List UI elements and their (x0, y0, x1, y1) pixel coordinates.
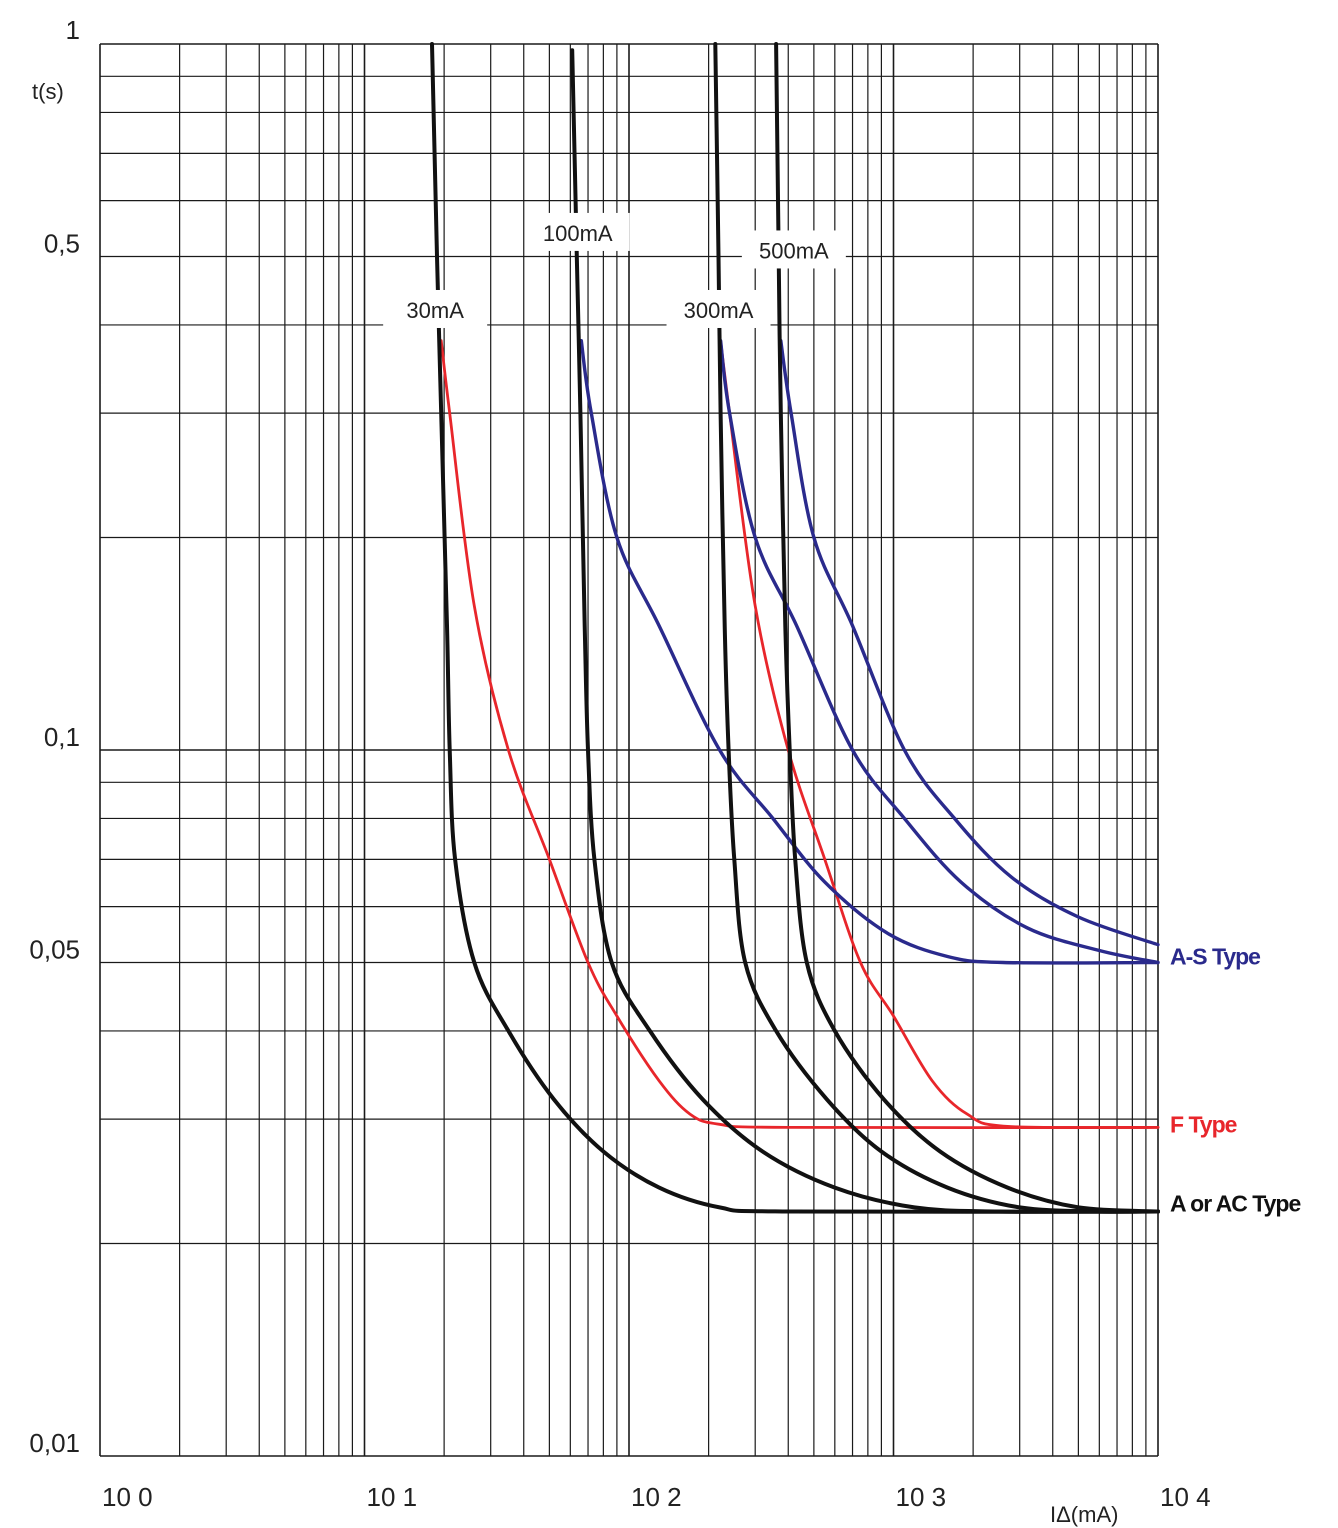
type-label-as: A-S Type (1170, 943, 1260, 969)
x-tick-labels: 10 0 10 1 10 2 10 3 10 4 (102, 1482, 1211, 1512)
x-tick-label-10-0: 10 0 (102, 1482, 153, 1512)
curve-labels: 30mA 100mA 300mA 500mA (406, 221, 829, 323)
x-tick-label-10-2: 10 2 (631, 1482, 682, 1512)
x-axis-title: IΔ(mA) (1050, 1502, 1118, 1527)
y-tick-label-05: 0,5 (44, 229, 80, 259)
curve-ac-3 (774, 42, 1160, 1214)
curve-label-500ma: 500mA (759, 238, 829, 263)
curve-label-300ma: 300mA (684, 298, 754, 323)
y-tick-label-001: 0,01 (29, 1428, 80, 1458)
curve-label-bg (525, 212, 630, 251)
type-labels: A-S Type F Type A or AC Type (1170, 943, 1301, 1216)
x-axis-label: IΔ(mA) (1050, 1502, 1118, 1527)
y-axis-title: t(s) (32, 79, 64, 104)
curve-as-7 (718, 339, 1160, 965)
curve-label-100ma: 100mA (543, 221, 613, 246)
y-tick-label-005: 0,05 (29, 935, 80, 965)
curve-label-bg (741, 230, 846, 269)
curve-as-6 (579, 339, 1160, 965)
type-label-ac: A or AC Type (1170, 1190, 1300, 1216)
curve-label-bg (383, 289, 488, 328)
y-tick-label-01: 0,1 (44, 722, 80, 752)
curve-label-bg (666, 289, 771, 328)
curve-label-boxes (383, 212, 846, 328)
curve-label-30ma: 30mA (406, 298, 464, 323)
y-axis-label: t(s) (32, 79, 64, 104)
curve-f-5 (719, 339, 1160, 1130)
curve-ac-2 (713, 42, 1160, 1214)
y-tick-labels: 1 0,5 0,1 0,05 0,01 (29, 15, 80, 1458)
x-tick-label-10-3: 10 3 (896, 1482, 947, 1512)
type-label-f: F Type (1170, 1111, 1237, 1137)
curve-ac-1 (570, 48, 1160, 1214)
major-grid (99, 43, 1159, 1457)
curve-ac-0 (430, 42, 1160, 1214)
x-tick-label-10-1: 10 1 (367, 1482, 418, 1512)
curve-as-8 (779, 339, 1160, 947)
curve-f-4 (439, 339, 1160, 1130)
y-tick-label-1: 1 (66, 15, 80, 45)
x-tick-label-10-4: 10 4 (1160, 1482, 1211, 1512)
trip-curves (430, 42, 1160, 1214)
